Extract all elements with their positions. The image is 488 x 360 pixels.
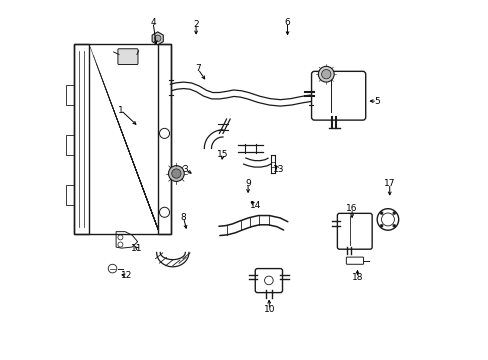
Polygon shape: [152, 32, 163, 45]
Bar: [66, 85, 74, 105]
Circle shape: [379, 212, 382, 215]
Text: 16: 16: [346, 204, 357, 213]
Circle shape: [321, 69, 330, 79]
Bar: [74, 44, 89, 234]
Text: 12: 12: [120, 271, 132, 280]
Bar: [74, 44, 171, 234]
Text: 7: 7: [195, 64, 201, 73]
Circle shape: [168, 166, 184, 181]
Bar: [158, 44, 171, 234]
Text: 15: 15: [217, 150, 228, 159]
Text: 17: 17: [383, 179, 395, 188]
Circle shape: [154, 35, 161, 41]
Circle shape: [392, 212, 395, 215]
Text: 13: 13: [272, 165, 284, 174]
Bar: [66, 185, 74, 205]
Circle shape: [392, 224, 395, 227]
Text: 8: 8: [180, 213, 186, 222]
Circle shape: [318, 66, 333, 82]
Text: 1: 1: [118, 105, 123, 114]
Text: 2: 2: [193, 19, 199, 28]
Text: 14: 14: [249, 201, 261, 210]
Circle shape: [379, 224, 382, 227]
Text: 6: 6: [284, 18, 290, 27]
Text: 10: 10: [264, 305, 275, 314]
Bar: [66, 135, 74, 155]
Text: 4: 4: [150, 18, 156, 27]
Text: 9: 9: [244, 179, 250, 188]
FancyBboxPatch shape: [118, 49, 138, 64]
Text: 5: 5: [373, 96, 379, 105]
Text: 18: 18: [351, 273, 363, 282]
Text: 11: 11: [131, 244, 142, 253]
Circle shape: [171, 169, 181, 178]
Text: 3: 3: [182, 165, 188, 174]
